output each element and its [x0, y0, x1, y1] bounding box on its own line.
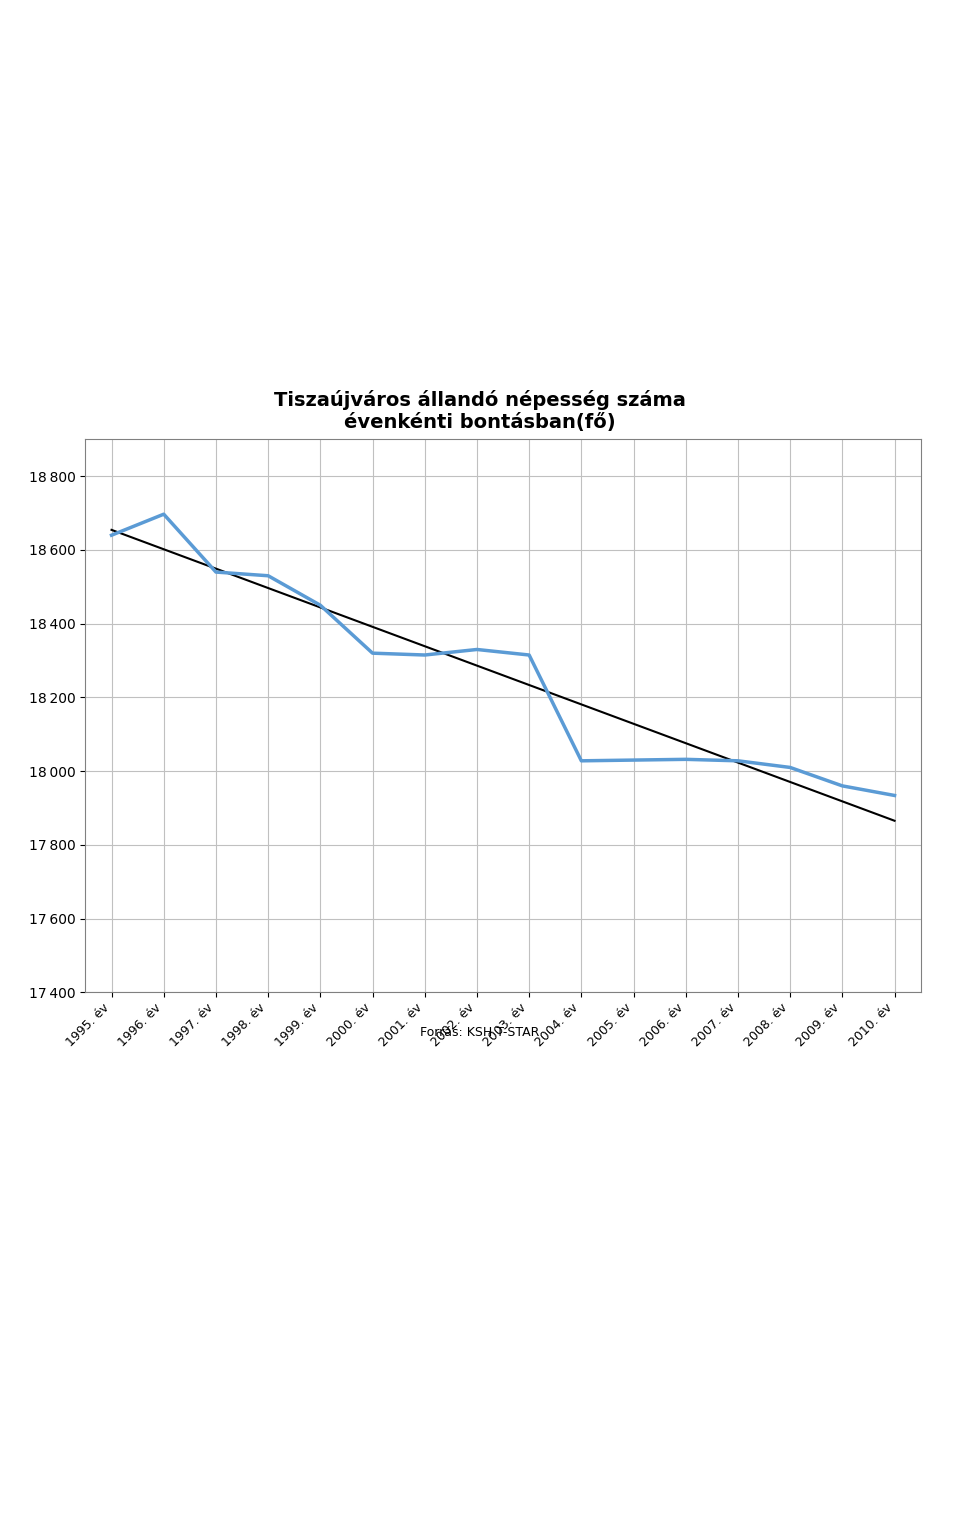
Text: Tiszaújváros állandó népesség száma
évenkénti bontásban(fő): Tiszaújváros állandó népesség száma éven…: [274, 389, 686, 432]
Text: Forrás: KSH T-STAR: Forrás: KSH T-STAR: [420, 1026, 540, 1039]
